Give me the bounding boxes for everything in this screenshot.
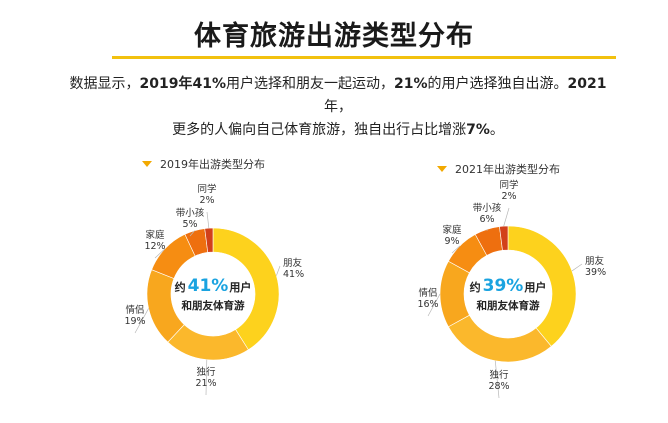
description: 数据显示，2019年41%用户选择和朋友一起运动，21%的用户选择独自出游。20… bbox=[58, 73, 618, 142]
chart-2-value-家庭: 9% bbox=[444, 236, 459, 247]
leader-line bbox=[189, 230, 195, 237]
desc-bold-3: 2021 bbox=[567, 76, 607, 92]
chart-2-value-情侣: 16% bbox=[417, 299, 438, 310]
page-title: 体育旅游出游类型分布 bbox=[194, 21, 474, 52]
chart-2-title-text: 2021年出游类型分布 bbox=[455, 163, 560, 176]
chart-1-label-独行: 独行 bbox=[196, 366, 216, 378]
leader-line bbox=[503, 207, 510, 227]
chart-2-slice-同学 bbox=[499, 225, 509, 251]
chart-1-title-text: 2019年出游类型分布 bbox=[160, 158, 265, 171]
leader-line bbox=[205, 359, 208, 396]
leader-line bbox=[451, 245, 461, 254]
chart-1-title: 2019年出游类型分布 bbox=[142, 156, 265, 172]
chart-2-label-同学: 同学 bbox=[499, 179, 518, 191]
title-underline bbox=[112, 56, 616, 59]
chart-2-center-line2: 和朋友体育游 bbox=[476, 299, 540, 312]
desc-bold-4: 7% bbox=[466, 122, 490, 138]
desc-text-3: 的用户选择独自出游。 bbox=[427, 76, 568, 92]
chart-2-center-line1: 约 39%用户 bbox=[470, 276, 547, 296]
chart-2-slice-独行 bbox=[448, 314, 552, 363]
leader-line bbox=[206, 211, 210, 229]
chart-1-label-同学: 同学 bbox=[197, 183, 216, 195]
chart-2-value-带小孩: 6% bbox=[479, 214, 494, 225]
chart-2-label-情侣: 情侣 bbox=[418, 287, 437, 299]
desc-bold-1: 2019年41% bbox=[139, 76, 226, 92]
chart-2-label-独行: 独行 bbox=[489, 369, 509, 381]
chart-1-value-带小孩: 5% bbox=[182, 219, 197, 230]
chart-2-label-带小孩: 带小孩 bbox=[473, 202, 502, 214]
leader-line bbox=[276, 265, 281, 276]
chart-2-title: 2021年出游类型分布 bbox=[437, 161, 560, 177]
chart-2-value-朋友: 39% bbox=[585, 267, 606, 278]
leader-line bbox=[494, 360, 500, 399]
chart-1-value-同学: 2% bbox=[199, 195, 214, 206]
desc-bold-2: 21% bbox=[394, 76, 428, 92]
chart-1-label-情侣: 情侣 bbox=[125, 304, 144, 316]
chart-2-value-独行: 28% bbox=[488, 381, 509, 392]
leader-line bbox=[154, 248, 166, 259]
chart-2-slice-朋友 bbox=[507, 225, 577, 347]
chart-2-value-同学: 2% bbox=[501, 191, 516, 202]
chart-1-label-带小孩: 带小孩 bbox=[176, 207, 205, 219]
leader-line bbox=[571, 263, 583, 272]
triangle-icon bbox=[142, 161, 152, 167]
chart-2-label-家庭: 家庭 bbox=[442, 224, 462, 236]
chart-1-slice-朋友 bbox=[212, 227, 280, 351]
chart-1-center-line2: 和朋友体育游 bbox=[181, 299, 245, 312]
desc-text-4: 年， bbox=[324, 99, 352, 115]
chart-1-value-家庭: 12% bbox=[144, 241, 165, 252]
desc-text-2: 用户选择和朋友一起运动， bbox=[226, 76, 394, 92]
chart-2-label-朋友: 朋友 bbox=[585, 255, 605, 267]
chart-1-value-朋友: 41% bbox=[283, 269, 304, 280]
desc-text-6: 。 bbox=[489, 122, 504, 138]
chart-1-slice-同学 bbox=[204, 227, 214, 253]
leader-line bbox=[427, 293, 441, 317]
desc-text-1: 数据显示， bbox=[69, 76, 140, 92]
chart-1-label-朋友: 朋友 bbox=[283, 257, 303, 269]
chart-1-label-家庭: 家庭 bbox=[145, 229, 165, 241]
chart-2-slice-情侣 bbox=[439, 260, 470, 328]
chart-1-value-情侣: 19% bbox=[124, 316, 145, 327]
chart-1-value-独行: 21% bbox=[195, 378, 216, 389]
triangle-icon bbox=[437, 166, 447, 172]
desc-text-5: 更多的人偏向自己体育旅游，独自出行占比增涨 bbox=[172, 122, 467, 138]
leader-line bbox=[134, 308, 149, 334]
chart-1-center-line1: 约 41%用户 bbox=[175, 276, 252, 296]
